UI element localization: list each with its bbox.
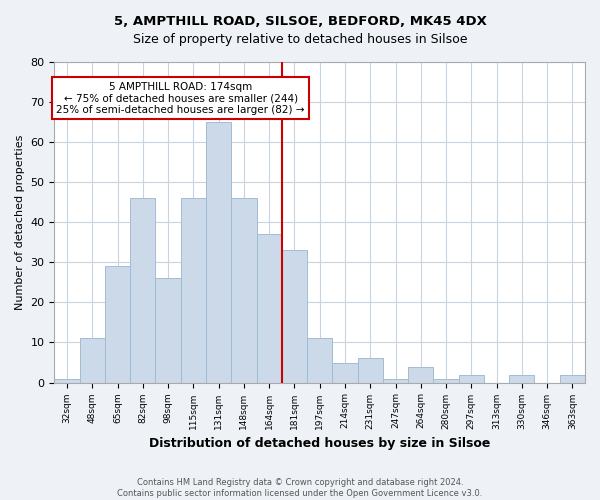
Bar <box>408 366 433 382</box>
Bar <box>105 266 130 382</box>
Bar <box>433 378 458 382</box>
Bar <box>383 378 408 382</box>
Bar <box>155 278 181 382</box>
Bar <box>458 374 484 382</box>
X-axis label: Distribution of detached houses by size in Silsoe: Distribution of detached houses by size … <box>149 437 490 450</box>
Bar <box>231 198 257 382</box>
Bar <box>257 234 282 382</box>
Bar <box>80 338 105 382</box>
Text: Contains HM Land Registry data © Crown copyright and database right 2024.
Contai: Contains HM Land Registry data © Crown c… <box>118 478 482 498</box>
Bar <box>560 374 585 382</box>
Bar <box>206 122 231 382</box>
Bar <box>332 362 358 382</box>
Bar <box>181 198 206 382</box>
Bar <box>358 358 383 382</box>
Bar <box>307 338 332 382</box>
Bar <box>509 374 535 382</box>
Bar <box>282 250 307 382</box>
Text: 5, AMPTHILL ROAD, SILSOE, BEDFORD, MK45 4DX: 5, AMPTHILL ROAD, SILSOE, BEDFORD, MK45 … <box>113 15 487 28</box>
Bar <box>130 198 155 382</box>
Text: 5 AMPTHILL ROAD: 174sqm
← 75% of detached houses are smaller (244)
25% of semi-d: 5 AMPTHILL ROAD: 174sqm ← 75% of detache… <box>56 82 305 115</box>
Y-axis label: Number of detached properties: Number of detached properties <box>15 134 25 310</box>
Text: Size of property relative to detached houses in Silsoe: Size of property relative to detached ho… <box>133 32 467 46</box>
Bar <box>55 378 80 382</box>
